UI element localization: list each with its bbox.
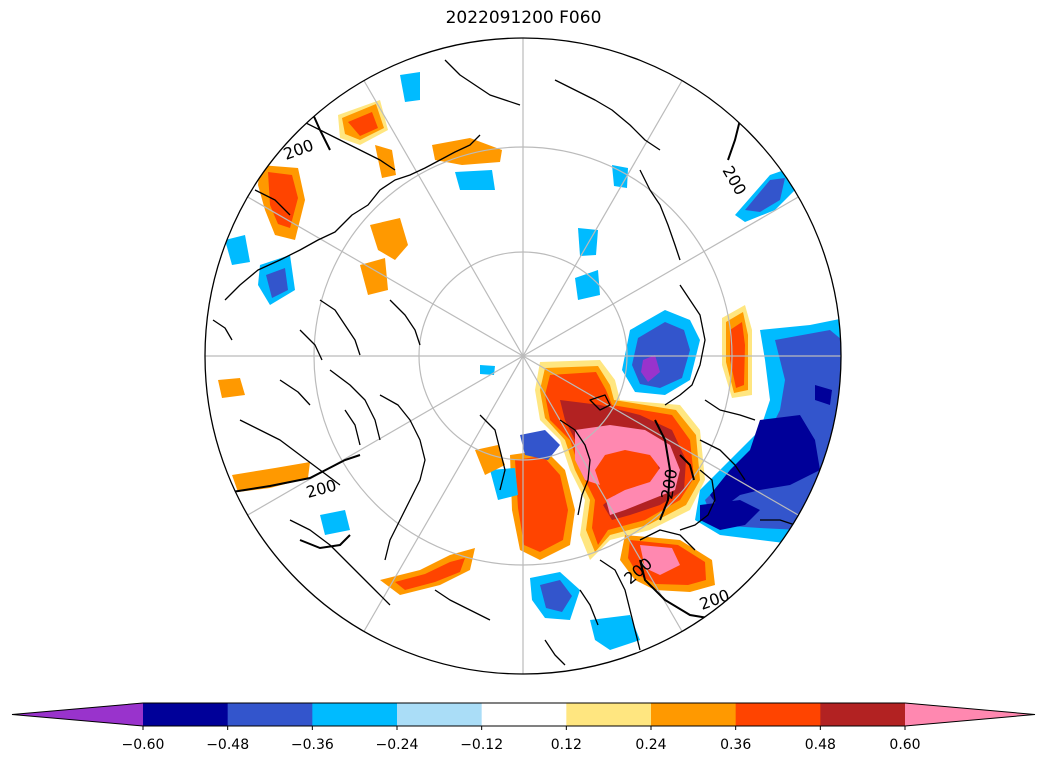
- positive-anomaly-region: [575, 425, 680, 515]
- colorbar-tick-label: 0.36: [720, 737, 751, 753]
- positive-anomaly-region: [348, 112, 378, 136]
- positive-anomaly-region: [640, 545, 680, 575]
- colorbar-extend-min: [12, 703, 143, 726]
- negative-anomaly-region: [745, 178, 785, 212]
- positive-anomaly-region: [730, 322, 745, 388]
- colorbar-extend-max: [905, 703, 1035, 726]
- colorbar-tick-label: −0.12: [460, 737, 503, 753]
- colorbar-segment: [735, 703, 821, 726]
- negative-anomaly-region: [710, 415, 820, 510]
- positive-anomaly-region: [370, 218, 408, 260]
- colorbar-tick-label: −0.48: [206, 737, 249, 753]
- colorbar-segment: [481, 703, 567, 726]
- colorbar-tick-label: −0.24: [376, 737, 419, 753]
- negative-anomaly-region: [641, 355, 660, 382]
- colorbar-segment: [312, 703, 398, 726]
- negative-anomaly-region: [480, 365, 495, 375]
- positive-anomaly-region: [268, 172, 298, 228]
- colorbar-tick-label: −0.60: [122, 737, 165, 753]
- colorbar-segment: [397, 703, 483, 726]
- positive-anomaly-region: [375, 145, 396, 178]
- negative-anomaly-region: [225, 235, 250, 265]
- negative-anomaly-region: [400, 72, 420, 102]
- negative-anomaly-region: [590, 615, 640, 650]
- colorbar-segment: [227, 703, 313, 726]
- negative-anomaly-region: [815, 385, 832, 405]
- negative-anomaly-region: [490, 468, 518, 500]
- anomaly-shading: [218, 72, 841, 650]
- positive-anomaly-region: [218, 378, 245, 398]
- colorbar-tick-label: 0.60: [889, 737, 920, 753]
- colorbar-segment: [566, 703, 652, 726]
- polar-map: 200 200 200 200 200 200: [204, 37, 842, 675]
- colorbar-tick-label: 0.24: [635, 737, 666, 753]
- height-contours: [231, 111, 761, 622]
- negative-anomaly-region: [540, 580, 572, 612]
- colorbar-tick-label: 0.48: [805, 737, 836, 753]
- colorbar-tick-label: 0.12: [551, 737, 582, 753]
- map-boundary: [204, 37, 842, 675]
- positive-anomaly-region: [475, 445, 505, 475]
- negative-anomaly-region: [520, 430, 560, 460]
- negative-anomaly-region: [455, 170, 495, 190]
- map-title: 2022091200 F060: [445, 8, 602, 28]
- colorbar-segment: [651, 703, 737, 726]
- colorbar-tick-label: −0.36: [291, 737, 334, 753]
- positive-anomaly-region: [395, 558, 465, 590]
- negative-anomaly-region: [575, 270, 600, 300]
- negative-anomaly-region: [700, 500, 760, 530]
- negative-anomaly-region: [266, 268, 288, 298]
- colorbar-segment: [143, 703, 229, 726]
- negative-anomaly-region: [320, 510, 350, 535]
- positive-anomaly-region: [515, 456, 568, 552]
- colorbar-segment: [820, 703, 906, 726]
- positive-anomaly-region: [432, 138, 502, 165]
- positive-anomaly-region: [232, 462, 310, 492]
- positive-anomaly-region: [360, 258, 388, 295]
- coastlines: [212, 59, 796, 666]
